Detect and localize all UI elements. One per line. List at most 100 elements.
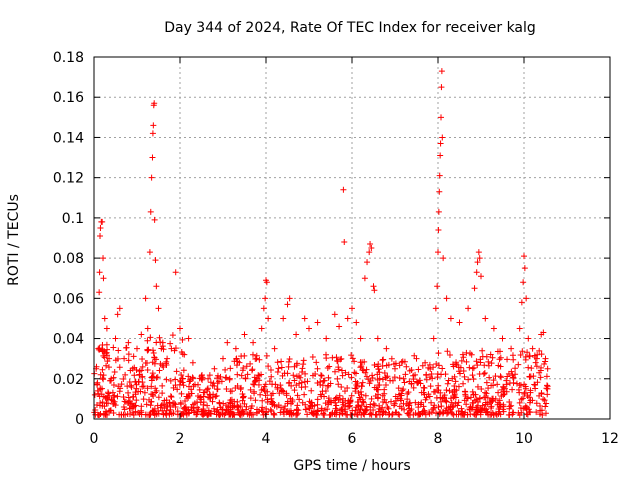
roti-point	[247, 386, 254, 393]
roti-point	[137, 388, 144, 395]
roti-point	[271, 345, 278, 352]
roti-point	[332, 395, 339, 402]
roti-point	[92, 411, 99, 418]
roti-point	[110, 374, 117, 381]
roti-point	[437, 140, 444, 147]
roti-point	[430, 335, 437, 342]
roti-point	[131, 372, 138, 379]
roti-point	[190, 407, 197, 414]
roti-point	[290, 372, 297, 379]
roti-point	[379, 411, 386, 418]
roti-point	[436, 188, 443, 195]
roti-point	[103, 400, 110, 407]
roti-point	[145, 346, 152, 353]
roti-point	[479, 347, 486, 354]
roti-point	[297, 374, 304, 381]
roti-point	[533, 400, 540, 407]
roti-point	[216, 399, 223, 406]
roti-point	[525, 335, 532, 342]
roti-point	[159, 382, 166, 389]
roti-point	[450, 363, 457, 370]
roti-point	[376, 382, 383, 389]
roti-point	[298, 384, 305, 391]
roti-point	[214, 372, 221, 379]
roti-point	[367, 401, 374, 408]
roti-point	[385, 405, 392, 412]
roti-point	[125, 389, 132, 396]
roti-point	[440, 255, 447, 262]
roti-point	[125, 351, 132, 358]
roti-point	[480, 371, 487, 378]
roti-point	[159, 390, 166, 397]
roti-point	[351, 369, 358, 376]
roti-point	[211, 383, 218, 390]
roti-point	[257, 391, 264, 398]
roti-point	[97, 232, 104, 239]
roti-point	[443, 410, 450, 417]
roti-point	[254, 406, 261, 413]
roti-point	[459, 351, 466, 358]
roti-point	[310, 411, 317, 418]
roti-point	[439, 365, 446, 372]
roti-point	[426, 393, 433, 400]
roti-point	[371, 287, 378, 294]
roti-point	[506, 398, 513, 405]
roti-point	[389, 410, 396, 417]
y-tick-label: 0.12	[53, 171, 84, 187]
roti-point	[526, 374, 533, 381]
roti-point	[182, 398, 189, 404]
roti-point	[527, 387, 534, 394]
roti-point	[128, 384, 135, 391]
roti-point	[532, 359, 539, 366]
roti-point	[521, 389, 528, 396]
roti-point	[375, 366, 382, 373]
roti-point	[332, 405, 339, 412]
roti-point	[524, 392, 531, 399]
roti-point	[266, 378, 273, 385]
roti-point	[269, 381, 276, 388]
roti-point	[99, 342, 106, 349]
roti-point	[371, 361, 378, 368]
roti-point	[102, 408, 109, 415]
roti-point	[523, 410, 530, 417]
roti-point	[408, 366, 415, 373]
roti-point	[191, 381, 198, 388]
roti-point	[259, 408, 266, 415]
roti-point	[157, 339, 164, 346]
roti-point	[380, 356, 387, 363]
roti-point	[306, 398, 313, 405]
roti-point	[531, 354, 538, 361]
roti-point	[224, 406, 231, 413]
roti-point	[469, 372, 476, 379]
roti-point	[489, 354, 496, 361]
roti-point	[286, 379, 293, 386]
roti-point	[281, 406, 288, 413]
roti-point	[338, 383, 345, 390]
roti-point	[508, 345, 515, 352]
roti-point	[411, 352, 418, 359]
roti-point	[138, 411, 145, 418]
roti-point	[149, 154, 156, 161]
roti-point	[499, 335, 506, 342]
roti-point	[481, 369, 488, 376]
roti-point	[204, 402, 211, 409]
roti-point	[388, 398, 395, 405]
roti-point	[200, 407, 207, 414]
roti-point	[473, 406, 480, 413]
roti-point	[260, 305, 267, 312]
roti-point	[408, 406, 415, 413]
y-tick-label: 0.04	[53, 332, 84, 348]
roti-point	[438, 398, 445, 405]
roti-point	[331, 311, 338, 318]
roti-point	[461, 397, 468, 404]
roti-point	[172, 404, 179, 411]
roti-point	[480, 407, 487, 414]
roti-point	[97, 399, 104, 406]
roti-point	[542, 410, 549, 417]
roti-point	[465, 305, 472, 312]
roti-point	[373, 411, 380, 418]
roti-point	[391, 400, 398, 407]
roti-point	[243, 403, 250, 410]
roti-point	[194, 404, 201, 411]
roti-point	[262, 411, 269, 418]
